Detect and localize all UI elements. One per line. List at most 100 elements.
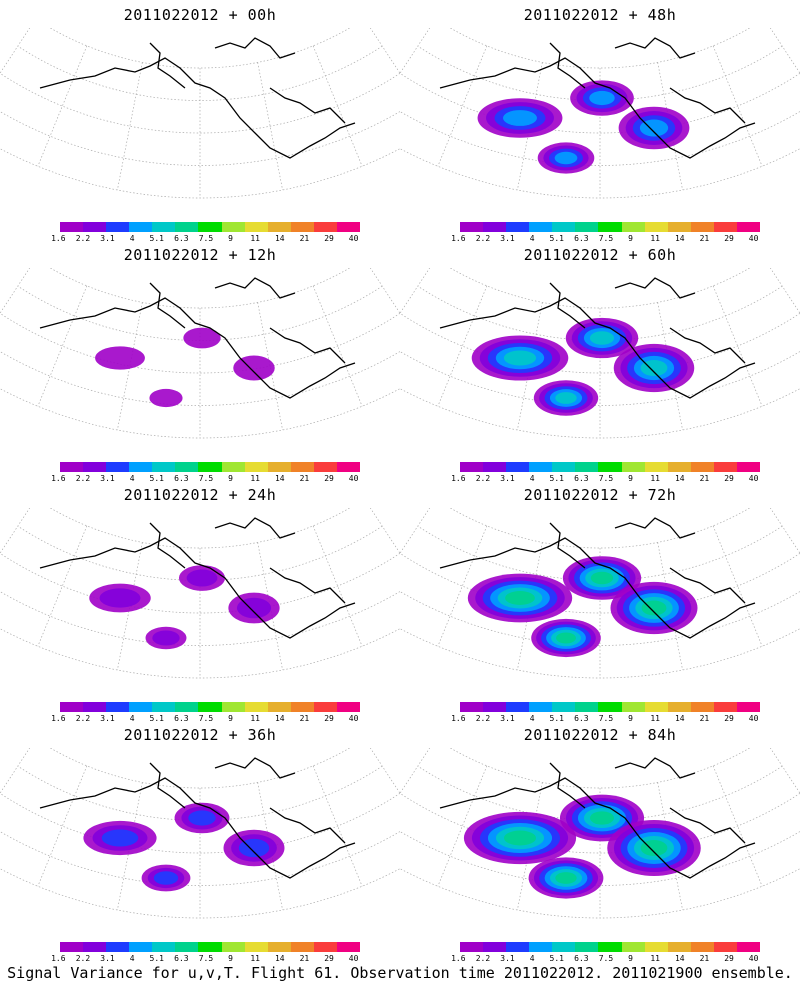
variance-contour (555, 392, 577, 404)
panel-title: 2011022012 + 00h (123, 6, 277, 24)
colorbar-swatch (506, 222, 530, 232)
colorbar-tick-label: 9 (628, 474, 633, 483)
colorbar-tick-label: 1.6 (51, 234, 66, 243)
colorbar-tick-label: 40 (748, 474, 759, 483)
graticule-arc (49, 28, 351, 69)
coastline (269, 327, 346, 364)
colorbar-swatch (644, 942, 668, 952)
coastline (214, 277, 296, 299)
colorbar-swatch (175, 942, 199, 952)
panel-title: 2011022012 + 12h (123, 246, 277, 264)
variance-contour (186, 569, 218, 587)
colorbar-tick-label: 2.2 (75, 474, 91, 483)
colorbar-swatch (598, 942, 622, 952)
colorbar-tick-label: 2.2 (75, 234, 91, 243)
colorbar-swatch (621, 942, 645, 952)
colorbar-swatch (129, 222, 153, 232)
panel-title: 2011022012 + 48h (523, 6, 677, 24)
variance-contour (505, 591, 535, 605)
colorbar-tick-label: 11 (650, 954, 660, 963)
colorbar-swatch (175, 222, 199, 232)
colorbar-swatch (244, 222, 268, 232)
graticule-meridian (312, 285, 363, 407)
panel-title: 2011022012 + 84h (523, 726, 677, 744)
graticule-meridian (369, 28, 400, 74)
colorbar-swatch (736, 942, 761, 952)
graticule-meridian (37, 525, 88, 647)
graticule-meridian (712, 285, 763, 407)
forecast-panel: 2011022012 + 00h 1.6 2.2 3.1 4 5.1 6.3 7.5 9 11 14… (0, 0, 400, 243)
colorbar-swatch (106, 702, 130, 712)
variance-contour (640, 839, 668, 857)
variance-contour (589, 331, 615, 345)
variance-contour (153, 871, 179, 885)
coastline (39, 777, 356, 879)
colorbar-tick-label: 9 (228, 234, 233, 243)
graticule-meridian (0, 508, 31, 554)
colorbar-swatch (313, 702, 337, 712)
colorbar-ticks: 1.6 2.2 3.1 4 5.1 6.3 7.5 9 11 14 21 29 40 (446, 234, 766, 244)
variance-contour (101, 829, 139, 847)
polar-map (0, 268, 400, 439)
graticule-arc (449, 268, 751, 309)
colorbar-swatch (575, 222, 599, 232)
colorbar-swatch (736, 462, 761, 472)
colorbar-ticks: 1.6 2.2 3.1 4 5.1 6.3 7.5 9 11 14 21 29 40 (46, 234, 366, 244)
colorbar-tick-label: 40 (348, 954, 359, 963)
graticule-arc (0, 313, 400, 374)
colorbar-tick-label: 7.5 (598, 474, 614, 483)
colorbar-tick-label: 3.1 (500, 234, 515, 243)
graticule-meridian (400, 28, 431, 74)
coastline (669, 87, 746, 124)
colorbar-swatch (221, 942, 245, 952)
graticule-meridian (400, 748, 431, 794)
graticule-meridian (312, 765, 363, 887)
graticule-meridian (257, 302, 283, 431)
colorbar-swatch (221, 462, 245, 472)
colorbar-ticks: 1.6 2.2 3.1 4 5.1 6.3 7.5 9 11 14 21 29 40 (46, 474, 366, 484)
colorbar-tick-label: 9 (628, 234, 633, 243)
colorbar-tick-label: 2.2 (475, 234, 491, 243)
colorbar (60, 702, 361, 712)
colorbar (460, 462, 761, 472)
colorbar-swatch (175, 462, 199, 472)
colorbar-tick-label: 6.3 (574, 954, 589, 963)
colorbar-tick-label: 1.6 (451, 474, 466, 483)
colorbar-tick-label: 4 (129, 474, 135, 483)
graticule-meridian (657, 782, 683, 911)
colorbar-tick-label: 6.3 (174, 954, 189, 963)
forecast-panel: 2011022012 + 60h 1.6 2.2 3.1 4 5.1 6.3 7.5 9 11 14… (400, 240, 800, 483)
colorbar-tick-label: 29 (724, 954, 734, 963)
graticule-arc (449, 748, 751, 789)
colorbar-swatch (460, 702, 484, 712)
colorbar-tick-label: 4 (529, 714, 535, 723)
colorbar-tick-label: 7.5 (598, 954, 614, 963)
variance-contour (589, 811, 615, 825)
colorbar-swatch (644, 222, 668, 232)
variance-contour (589, 90, 615, 106)
colorbar-tick-label: 29 (324, 714, 334, 723)
colorbar-tick-label: 9 (228, 714, 233, 723)
coastline (214, 757, 296, 779)
colorbar-tick-label: 11 (250, 474, 260, 483)
colorbar (60, 462, 361, 472)
colorbar-swatch (713, 462, 737, 472)
colorbar-swatch (506, 462, 530, 472)
polar-map (0, 508, 400, 679)
variance-contour (183, 327, 221, 349)
colorbar-swatch (575, 702, 599, 712)
colorbar-swatch (552, 942, 576, 952)
colorbar-tick-label: 7.5 (598, 714, 614, 723)
coastline (149, 762, 186, 809)
colorbar-swatch (60, 462, 84, 472)
colorbar-ticks: 1.6 2.2 3.1 4 5.1 6.3 7.5 9 11 14 21 29 40 (446, 714, 766, 724)
colorbar-tick-label: 9 (628, 714, 633, 723)
colorbar-tick-label: 29 (324, 954, 334, 963)
graticule-arc (0, 553, 400, 614)
graticule-meridian (712, 45, 763, 167)
colorbar-tick-label: 6.3 (174, 714, 189, 723)
colorbar (60, 942, 361, 952)
colorbar-tick-label: 21 (299, 954, 310, 963)
colorbar-swatch (313, 222, 337, 232)
variance-contour (554, 151, 578, 165)
